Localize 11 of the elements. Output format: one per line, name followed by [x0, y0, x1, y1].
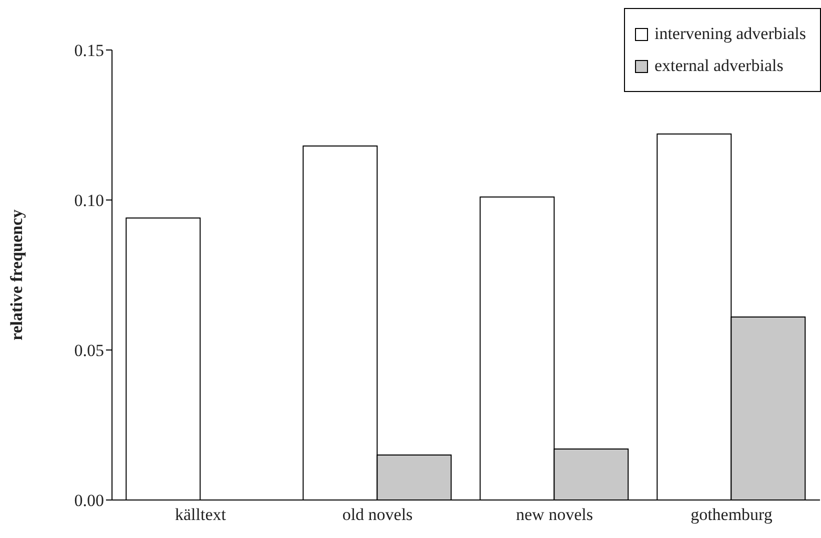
y-tick-label: 0.10 — [74, 191, 104, 210]
y-tick-label: 0.05 — [74, 341, 104, 360]
y-tick-label: 0.00 — [74, 491, 104, 510]
x-tick-label: källtext — [175, 505, 226, 524]
y-axis-title: relative frequency — [7, 208, 26, 341]
x-tick-label: gothemburg — [690, 505, 773, 524]
y-tick-label: 0.15 — [74, 41, 104, 60]
legend-label: intervening adverbials — [654, 23, 806, 45]
legend-label: external adverbials — [654, 55, 784, 77]
x-tick-label: old novels — [342, 505, 413, 524]
x-tick-label: new novels — [516, 505, 593, 524]
